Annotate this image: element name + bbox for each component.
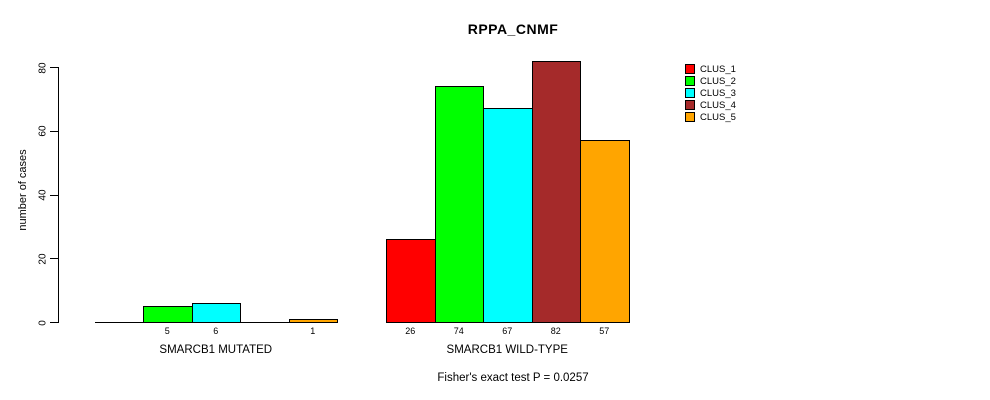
legend-label: CLUS_1 — [700, 63, 736, 75]
bar-clus-1 — [386, 239, 436, 323]
bar-clus-2 — [143, 306, 193, 323]
y-tick — [50, 67, 58, 68]
legend-swatch-icon — [685, 76, 695, 86]
legend: CLUS_1 CLUS_2 CLUS_3 CLUS_4 CLUS_5 — [685, 63, 736, 123]
legend-item-clus-3: CLUS_3 — [685, 87, 736, 99]
y-tick-label: 0 — [37, 319, 49, 326]
bar-clus-3 — [483, 108, 533, 323]
y-tick-label: 80 — [37, 61, 49, 74]
y-axis-line — [58, 67, 59, 323]
fisher-test-note: Fisher's exact test P = 0.0257 — [437, 372, 589, 384]
y-tick — [50, 130, 58, 132]
bar-value-label: 57 — [599, 326, 610, 336]
legend-label: CLUS_4 — [700, 99, 736, 111]
y-tick-label: 20 — [37, 253, 49, 265]
y-tick — [50, 258, 58, 260]
bar-value-label: 74 — [453, 326, 464, 336]
bar-value-label: 1 — [310, 326, 316, 336]
bar-value-label: 82 — [550, 326, 561, 336]
y-tick-label: 60 — [37, 125, 49, 137]
y-tick — [50, 194, 58, 196]
bar-clus-5 — [580, 140, 630, 323]
y-axis-label: number of cases — [17, 149, 29, 231]
legend-label: CLUS_3 — [700, 87, 736, 99]
y-tick-label: 40 — [37, 189, 49, 201]
legend-item-clus-4: CLUS_4 — [685, 99, 736, 111]
legend-item-clus-5: CLUS_5 — [685, 111, 736, 123]
legend-label: CLUS_5 — [700, 111, 736, 123]
bar-clus-3 — [191, 302, 241, 323]
bar-value-label: 67 — [502, 326, 513, 336]
group-label: SMARCB1 WILD-TYPE — [446, 344, 568, 356]
legend-swatch-icon — [685, 100, 695, 110]
legend-swatch-icon — [685, 64, 695, 74]
bar-value-label: 5 — [164, 326, 170, 336]
group-label: SMARCB1 MUTATED — [159, 344, 273, 356]
bar-value-label: 26 — [405, 326, 416, 336]
bar-clus-4 — [531, 60, 581, 323]
legend-swatch-icon — [685, 112, 695, 122]
legend-swatch-icon — [685, 88, 695, 98]
bar-clus-5 — [288, 318, 338, 323]
legend-label: CLUS_2 — [700, 75, 736, 87]
bar-clus-2 — [434, 86, 484, 323]
chart-title: RPPA_CNMF — [467, 21, 559, 37]
bar-value-label: 6 — [213, 326, 219, 336]
legend-item-clus-2: CLUS_2 — [685, 75, 736, 87]
y-tick — [50, 322, 58, 323]
legend-item-clus-1: CLUS_1 — [685, 63, 736, 75]
